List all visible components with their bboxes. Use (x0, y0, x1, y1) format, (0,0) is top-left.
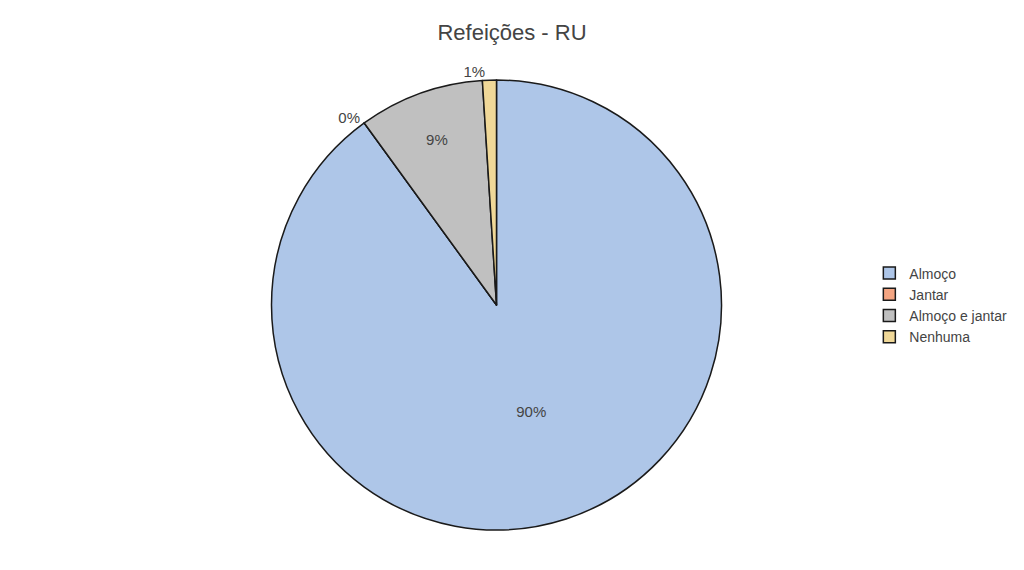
svg-text:Refeições - RU: Refeições - RU (437, 20, 586, 45)
svg-text:Nenhuma: Nenhuma (909, 329, 970, 345)
svg-text:Jantar: Jantar (909, 287, 948, 303)
svg-text:1%: 1% (463, 63, 485, 80)
svg-text:90%: 90% (516, 403, 546, 420)
svg-text:0%: 0% (338, 109, 360, 126)
svg-text:Almoço e jantar: Almoço e jantar (909, 308, 1007, 324)
svg-text:Almoço: Almoço (909, 266, 956, 282)
svg-text:9%: 9% (426, 131, 448, 148)
